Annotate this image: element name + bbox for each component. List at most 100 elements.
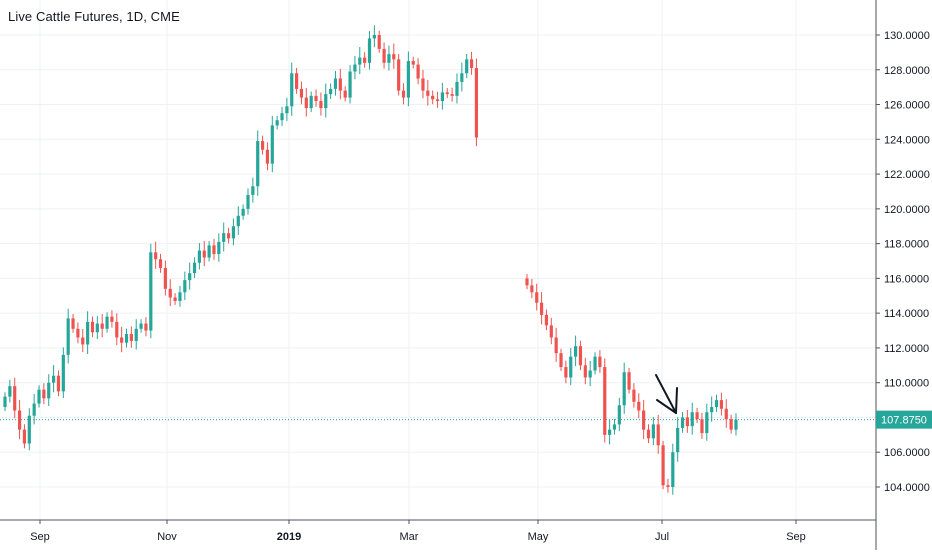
candle-down[interactable]: [474, 58, 479, 147]
candle-down[interactable]: [719, 392, 723, 416]
candle-up[interactable]: [455, 73, 459, 104]
candle-down[interactable]: [363, 52, 367, 68]
candle-up[interactable]: [608, 419, 612, 445]
candle-up[interactable]: [588, 360, 592, 387]
candle-down[interactable]: [260, 135, 265, 155]
candle-down[interactable]: [539, 292, 544, 325]
candle-up[interactable]: [66, 308, 70, 364]
candle-down[interactable]: [549, 317, 553, 345]
candle-up[interactable]: [465, 53, 469, 79]
candle-up[interactable]: [372, 25, 376, 48]
candle-up[interactable]: [285, 97, 289, 121]
candle-up[interactable]: [3, 392, 7, 411]
candle-down[interactable]: [382, 42, 386, 69]
candle-up[interactable]: [105, 312, 109, 333]
candle-down[interactable]: [144, 317, 148, 337]
candle-up[interactable]: [593, 352, 597, 375]
candle-up[interactable]: [574, 335, 578, 367]
candle-down[interactable]: [338, 68, 342, 100]
candle-up[interactable]: [124, 328, 129, 348]
candle-down[interactable]: [661, 440, 665, 490]
candle-up[interactable]: [134, 319, 138, 350]
candle-down[interactable]: [168, 279, 172, 307]
candle-down[interactable]: [530, 278, 534, 299]
candle-down[interactable]: [554, 327, 558, 362]
candle-down[interactable]: [559, 348, 563, 371]
candle-down[interactable]: [700, 412, 704, 439]
candle-down[interactable]: [71, 314, 75, 333]
candle-up[interactable]: [333, 70, 338, 96]
candle-down[interactable]: [431, 90, 435, 105]
candle-down[interactable]: [416, 58, 420, 85]
candle-up[interactable]: [612, 419, 617, 435]
candle-down[interactable]: [401, 83, 406, 105]
candle-up[interactable]: [222, 222, 226, 252]
candle-up[interactable]: [231, 218, 236, 246]
candle-down[interactable]: [265, 142, 270, 171]
candle-up[interactable]: [329, 83, 333, 99]
candle-up[interactable]: [183, 271, 187, 300]
candle-up[interactable]: [309, 91, 313, 112]
candle-down[interactable]: [13, 377, 17, 419]
candle-up[interactable]: [714, 394, 719, 412]
candle-up[interactable]: [95, 316, 99, 340]
candle-down[interactable]: [22, 424, 27, 449]
candle-down[interactable]: [392, 43, 396, 69]
candle-down[interactable]: [110, 310, 114, 328]
candle-up[interactable]: [246, 188, 250, 215]
candle-up[interactable]: [37, 385, 41, 408]
candle-up[interactable]: [52, 365, 56, 393]
candle-down[interactable]: [154, 241, 158, 269]
candle-up[interactable]: [324, 83, 328, 118]
candle-down[interactable]: [299, 81, 304, 105]
candle-up[interactable]: [690, 402, 694, 435]
candle-down[interactable]: [397, 53, 401, 96]
candle-up[interactable]: [290, 62, 294, 116]
candle-down[interactable]: [598, 350, 602, 373]
candle-down[interactable]: [411, 56, 415, 69]
candle-down[interactable]: [81, 328, 85, 353]
candle-down[interactable]: [319, 92, 323, 116]
candle-up[interactable]: [353, 56, 357, 80]
candle-down[interactable]: [90, 316, 95, 338]
candle-down[interactable]: [583, 357, 587, 385]
candle-down[interactable]: [642, 399, 646, 440]
candle-up[interactable]: [367, 31, 372, 70]
candle-down[interactable]: [632, 383, 636, 408]
candle-down[interactable]: [603, 358, 607, 443]
candle-down[interactable]: [115, 313, 119, 346]
candle-down[interactable]: [120, 326, 124, 353]
candle-up[interactable]: [734, 413, 738, 436]
candle-down[interactable]: [564, 360, 568, 384]
candle-up[interactable]: [197, 243, 201, 270]
candle-up[interactable]: [460, 62, 464, 92]
candle-up[interactable]: [651, 416, 655, 446]
candle-up[interactable]: [275, 115, 279, 130]
candle-down[interactable]: [450, 87, 454, 102]
candle-up[interactable]: [358, 46, 362, 75]
candle-up[interactable]: [178, 285, 182, 307]
candle-up[interactable]: [617, 397, 621, 432]
candle-up[interactable]: [256, 130, 260, 196]
candle-up[interactable]: [8, 379, 12, 403]
candle-up[interactable]: [139, 319, 143, 333]
candle-down[interactable]: [42, 383, 46, 405]
candle-up[interactable]: [47, 374, 51, 407]
candle-down[interactable]: [129, 326, 133, 348]
candle-down[interactable]: [525, 274, 529, 290]
candle-down[interactable]: [295, 67, 299, 94]
candle-up[interactable]: [676, 417, 680, 462]
candle-up[interactable]: [440, 82, 444, 110]
candle-up[interactable]: [569, 348, 573, 386]
candle-down[interactable]: [469, 51, 474, 75]
candle-up[interactable]: [270, 115, 274, 173]
candle-up[interactable]: [710, 396, 714, 422]
candle-down[interactable]: [685, 409, 689, 433]
candle-down[interactable]: [226, 227, 231, 244]
candle-up[interactable]: [192, 257, 197, 279]
candle-up[interactable]: [671, 443, 675, 495]
candle-down[interactable]: [656, 414, 660, 454]
candle-down[interactable]: [314, 89, 318, 107]
